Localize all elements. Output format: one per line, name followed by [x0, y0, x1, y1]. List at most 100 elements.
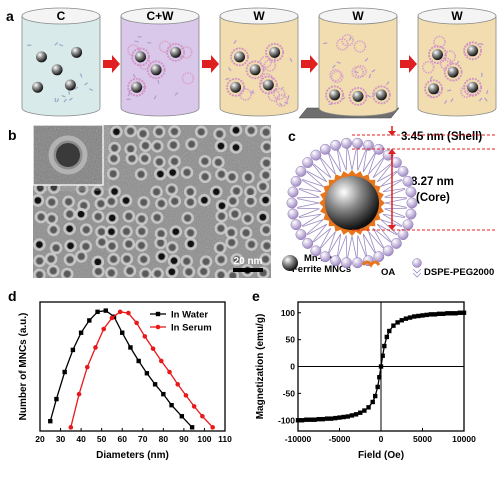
- data-point: [300, 418, 304, 422]
- particle-core: [157, 240, 163, 246]
- tem-image: 20 nm: [33, 125, 271, 278]
- peg-bead: [406, 187, 416, 197]
- peg-chain: [338, 235, 346, 256]
- ligand-dash: [134, 41, 138, 42]
- y-axis-label: Magnetization (emu/g): [255, 314, 266, 420]
- data-point: [175, 382, 180, 387]
- particle-core: [95, 259, 101, 265]
- nanoparticle: [448, 67, 459, 78]
- particle-core: [127, 128, 133, 134]
- peg-chain: [328, 232, 335, 253]
- data-point: [449, 311, 453, 315]
- particle-core: [65, 199, 71, 205]
- y-axis-label: Number of MNCs (a.u.): [18, 313, 29, 421]
- particle-core: [216, 131, 222, 137]
- particle-core: [49, 199, 55, 205]
- peg-chain: [307, 224, 327, 235]
- data-point: [377, 375, 381, 379]
- particle-core: [169, 186, 175, 192]
- peg-chain: [348, 236, 352, 258]
- data-point: [126, 311, 131, 316]
- y-tick-label: 100: [281, 308, 295, 318]
- data-point: [136, 359, 140, 363]
- particle-core: [108, 198, 114, 204]
- particle-core: [138, 216, 144, 222]
- data-point: [48, 419, 52, 423]
- particle-core: [49, 215, 55, 221]
- peg-bead: [341, 258, 351, 268]
- peg-chain: [299, 209, 320, 217]
- particle-core: [140, 131, 146, 137]
- particle-core: [141, 256, 147, 262]
- particle-core: [171, 158, 177, 164]
- nanoparticle: [65, 80, 76, 91]
- peg-chain: [384, 209, 405, 217]
- data-point: [134, 321, 139, 326]
- particle-core: [263, 172, 269, 178]
- data-point: [62, 370, 66, 374]
- data-point: [200, 414, 205, 419]
- particle-core: [156, 159, 162, 165]
- data-point: [408, 315, 412, 319]
- data-point: [395, 320, 399, 324]
- legend-label: In Water: [171, 310, 208, 321]
- x-tick-label: 0: [379, 434, 384, 444]
- particle-core: [233, 188, 239, 194]
- particle-core: [170, 169, 176, 175]
- particle-core: [188, 141, 194, 147]
- data-point: [104, 308, 108, 312]
- peg-chain: [307, 171, 327, 182]
- particle-core: [158, 253, 164, 259]
- particle-core: [141, 199, 147, 205]
- data-point: [308, 418, 312, 422]
- x-axis-label: Field (Oe): [358, 450, 404, 461]
- data-point: [433, 312, 437, 316]
- particle-core: [138, 171, 144, 177]
- x-tick-label: 90: [179, 434, 189, 444]
- peg-chain: [346, 235, 347, 257]
- particle-core: [113, 129, 119, 135]
- particle-core: [126, 213, 132, 219]
- data-point: [416, 314, 420, 318]
- y-tick-label: 0: [290, 362, 295, 372]
- data-point: [184, 393, 189, 398]
- nanoparticle: [269, 47, 280, 58]
- peg-chain: [297, 203, 319, 207]
- peg-chain: [348, 148, 352, 170]
- peg-chain: [320, 228, 331, 248]
- peg-bead: [296, 229, 306, 239]
- particle-core: [98, 229, 104, 235]
- data-point: [79, 331, 83, 335]
- particle-core: [200, 268, 206, 274]
- particle-core: [262, 256, 268, 262]
- particle-core: [201, 197, 207, 203]
- x-tick-label: 20: [35, 434, 45, 444]
- peg-bead: [291, 219, 301, 229]
- particle-core: [110, 171, 116, 177]
- particle-core: [187, 189, 193, 195]
- x-tick-label: 10000: [452, 434, 476, 444]
- legend-marker: [156, 325, 161, 330]
- particle-core: [64, 271, 70, 277]
- nanoparticle: [151, 64, 162, 75]
- y-tick-label: 50: [286, 335, 296, 345]
- nanoparticle: [131, 82, 142, 93]
- shell-thickness-label: 3.45 nm (Shell): [401, 131, 482, 143]
- peg-bead: [341, 138, 351, 148]
- peg-bead: [330, 256, 340, 266]
- particle-core: [99, 239, 105, 245]
- data-point: [118, 310, 123, 315]
- particle-core: [198, 129, 204, 135]
- peg-chain: [358, 150, 366, 171]
- particle-core: [158, 200, 164, 206]
- data-point: [354, 412, 358, 416]
- peg-chain: [358, 235, 366, 256]
- panel-b-label: b: [8, 127, 17, 143]
- particle-core: [218, 143, 224, 149]
- nanoparticle: [467, 45, 478, 56]
- particle-core: [94, 188, 100, 194]
- peg-bead: [287, 198, 297, 208]
- data-point: [329, 416, 333, 420]
